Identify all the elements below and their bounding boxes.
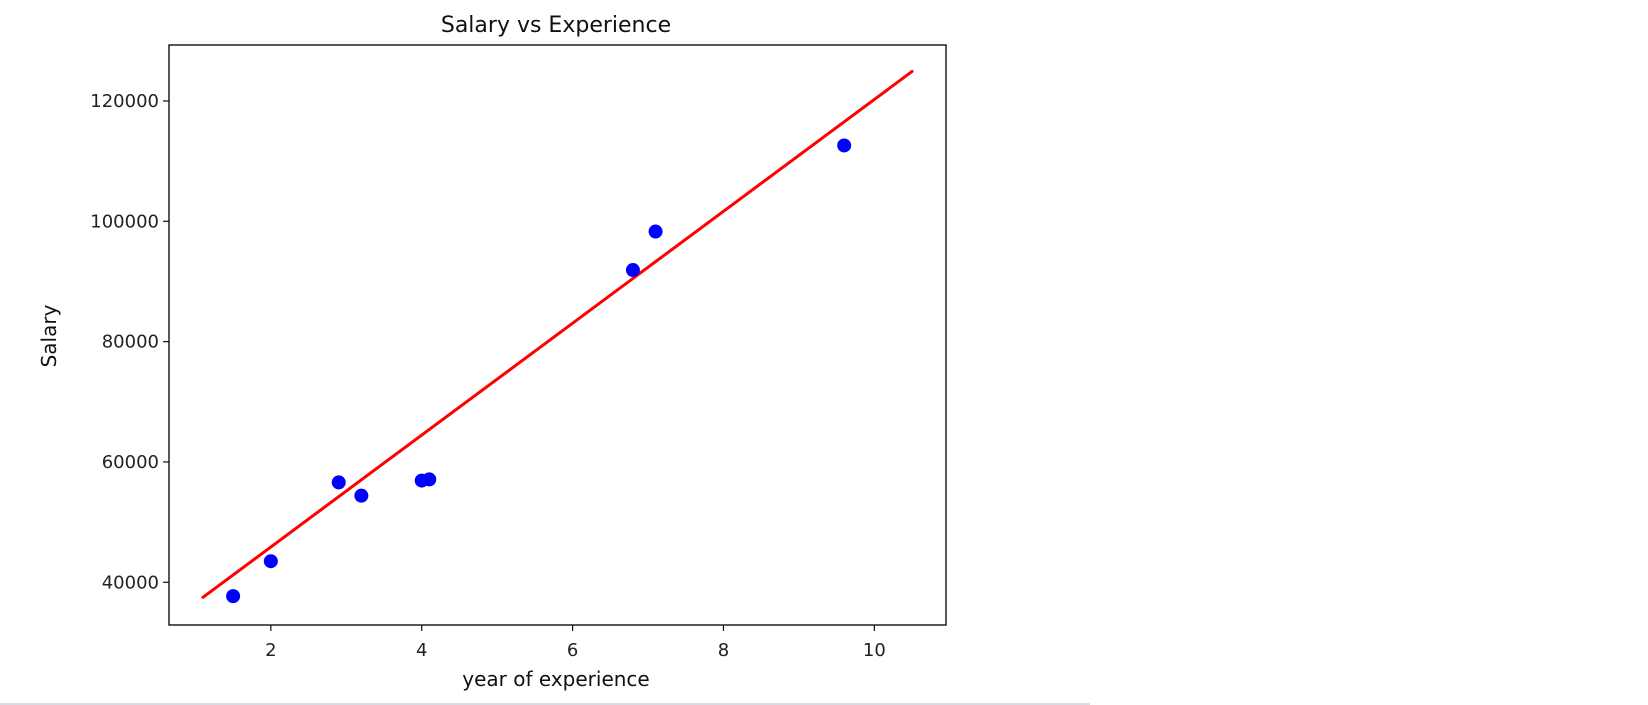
- x-axis-tick-label: 6: [567, 640, 578, 661]
- x-axis: 2 4 6 8 10: [265, 625, 886, 661]
- bottom-divider: [0, 703, 1090, 705]
- scatter-series: [226, 138, 852, 604]
- scatter-point: [422, 472, 437, 487]
- scatter-point: [354, 488, 369, 503]
- x-axis-label: year of experience: [462, 667, 649, 691]
- scatter-point: [263, 554, 278, 569]
- y-axis-tick-label: 100000: [90, 211, 159, 232]
- y-axis-tick-label: 60000: [102, 452, 159, 473]
- chart-title: Salary vs Experience: [441, 13, 671, 38]
- x-axis-tick-label: 4: [416, 640, 427, 661]
- plot-frame: [168, 44, 947, 626]
- x-axis-tick-label: 2: [265, 640, 276, 661]
- y-axis: 40000 60000 80000 100000 120000: [90, 91, 169, 593]
- y-axis-tick-label: 40000: [102, 572, 159, 593]
- y-axis-tick-label: 80000: [102, 332, 159, 353]
- scatter-point: [648, 224, 663, 239]
- x-axis-tick-label: 8: [718, 640, 729, 661]
- fit-line-series: [201, 69, 914, 599]
- scatter-point: [331, 475, 346, 490]
- fit-line: [201, 69, 914, 599]
- y-axis-label: Salary: [37, 304, 61, 367]
- y-axis-tick-label: 120000: [90, 91, 159, 112]
- scatter-point: [226, 589, 241, 604]
- x-axis-tick-label: 10: [863, 640, 886, 661]
- scatter-point: [625, 263, 640, 278]
- scatter-point: [837, 138, 852, 153]
